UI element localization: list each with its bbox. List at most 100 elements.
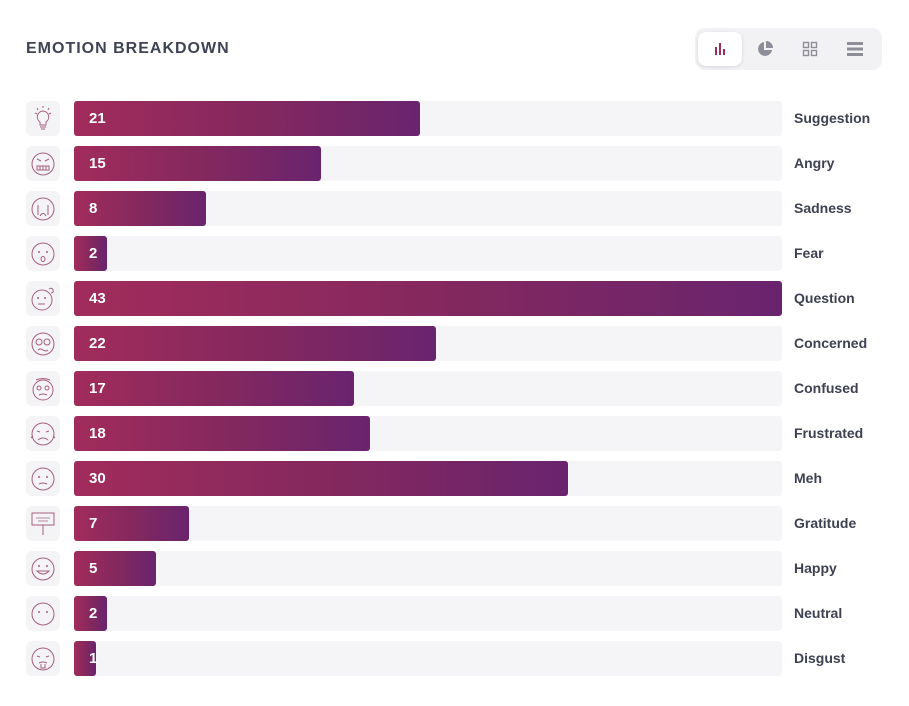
bar-track: 30: [74, 461, 782, 496]
emotion-row: 1 Disgust: [0, 641, 909, 676]
bar-chart-icon: [715, 43, 725, 55]
emotion-icon-box: [26, 326, 60, 361]
lightbulb-icon: [34, 105, 52, 129]
bar-track: 21: [74, 101, 782, 136]
bar-chart-view-button[interactable]: [698, 32, 742, 66]
emotion-icon-box: [26, 551, 60, 586]
emotion-row: 22 Concerned: [0, 326, 909, 361]
question-face-icon: [31, 287, 54, 310]
emotion-row: 18 Frustrated: [0, 416, 909, 451]
view-toggle: [695, 28, 882, 70]
bar-meh[interactable]: 30: [74, 461, 568, 496]
emotion-row: 5 Happy: [0, 551, 909, 586]
bar-sadness[interactable]: 8: [74, 191, 206, 226]
list-view-button[interactable]: [833, 32, 877, 66]
emotion-row: 2 Neutral: [0, 596, 909, 631]
concerned-face-icon: [31, 332, 55, 355]
grid-view-button[interactable]: [788, 32, 832, 66]
card-title: EMOTION BREAKDOWN: [26, 40, 230, 57]
bar-value-label: 7: [89, 515, 98, 532]
category-label: Angry: [794, 155, 835, 171]
bar-value-label: 8: [89, 200, 98, 217]
bar-value-label: 17: [89, 380, 106, 397]
bar-value-label: 18: [89, 425, 106, 442]
list-icon: [847, 42, 863, 56]
bar-value-label: 22: [89, 335, 106, 352]
bar-value-label: 15: [89, 155, 106, 172]
emotion-row: 17 Confused: [0, 371, 909, 406]
category-label: Gratitude: [794, 515, 857, 531]
emotion-row: 7 Gratitude: [0, 506, 909, 541]
bar-track: 15: [74, 146, 782, 181]
bar-disgust[interactable]: 1: [74, 641, 98, 676]
bar-fear[interactable]: 2: [74, 236, 107, 271]
emotion-icon-box: [26, 641, 60, 676]
bar-neutral[interactable]: 2: [74, 596, 107, 631]
pie-chart-icon: [758, 41, 773, 56]
emotion-icon-box: [26, 146, 60, 181]
angry-face-icon: [31, 152, 55, 175]
thank-you-sign-icon: [31, 512, 55, 535]
confused-face-icon: [32, 377, 54, 400]
category-label: Concerned: [794, 335, 868, 351]
category-label: Happy: [794, 560, 837, 576]
category-label: Question: [794, 290, 855, 306]
bar-value-label: 43: [89, 290, 106, 307]
bar-track: 1: [74, 641, 782, 676]
emotion-row: 15 Angry: [0, 146, 909, 181]
neutral-face-icon: [31, 602, 55, 625]
frustrated-face-icon: [30, 422, 56, 445]
bar-value-label: 30: [89, 470, 106, 487]
emotion-icon-box: [26, 191, 60, 226]
emotion-icon-box: [26, 416, 60, 451]
emotion-icon-box: [26, 236, 60, 271]
category-label: Sadness: [794, 200, 852, 216]
category-label: Suggestion: [794, 110, 871, 126]
emotion-row: 21 Suggestion: [0, 101, 909, 136]
disgust-face-icon: [31, 647, 55, 670]
bar-question[interactable]: 43: [74, 281, 782, 316]
bar-concerned[interactable]: 22: [74, 326, 436, 361]
emotion-icon-box: [26, 506, 60, 541]
category-label: Meh: [794, 470, 822, 486]
bar-frustrated[interactable]: 18: [74, 416, 370, 451]
fearful-face-icon: [31, 242, 55, 265]
bar-track: 7: [74, 506, 782, 541]
bar-value-label: 21: [89, 110, 106, 127]
grid-icon: [802, 41, 818, 57]
category-label: Fear: [794, 245, 824, 261]
emotion-icon-box: [26, 596, 60, 631]
emotion-icon-box: [26, 461, 60, 496]
emotion-row: 30 Meh: [0, 461, 909, 496]
bar-value-label: 5: [89, 560, 98, 577]
bar-track: 8: [74, 191, 782, 226]
bar-suggestion[interactable]: 21: [74, 101, 420, 136]
emotion-icon-box: [26, 101, 60, 136]
bar-value-label: 1: [89, 650, 98, 667]
bar-track: 43: [74, 281, 782, 316]
category-label: Frustrated: [794, 425, 864, 441]
pie-chart-view-button[interactable]: [743, 32, 787, 66]
bar-happy[interactable]: 5: [74, 551, 156, 586]
bar-track: 5: [74, 551, 782, 586]
category-label: Neutral: [794, 605, 843, 621]
happy-face-icon: [31, 557, 55, 580]
bar-track: 22: [74, 326, 782, 361]
bar-value-label: 2: [89, 605, 98, 622]
bar-gratitude[interactable]: 7: [74, 506, 189, 541]
emotion-row: 2 Fear: [0, 236, 909, 271]
meh-face-icon: [31, 467, 55, 490]
bar-track: 2: [74, 596, 782, 631]
bar-track: 17: [74, 371, 782, 406]
bar-angry[interactable]: 15: [74, 146, 321, 181]
bar-track: 2: [74, 236, 782, 271]
category-label: Disgust: [794, 650, 846, 666]
emotion-icon-box: [26, 281, 60, 316]
emotion-row: 8 Sadness: [0, 191, 909, 226]
crying-face-icon: [31, 197, 55, 220]
bar-track: 18: [74, 416, 782, 451]
category-label: Confused: [794, 380, 859, 396]
emotion-row: 43 Question: [0, 281, 909, 316]
bar-confused[interactable]: 17: [74, 371, 354, 406]
